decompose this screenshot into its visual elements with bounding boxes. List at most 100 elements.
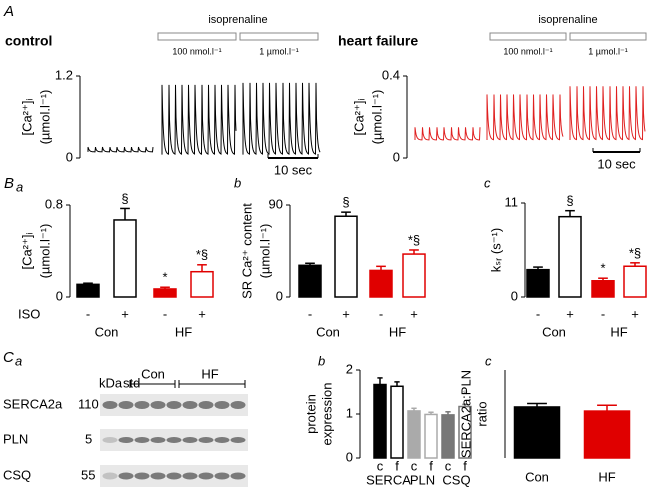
y-axis-label: (µmol.l⁻¹) [369, 90, 384, 145]
row-label: ISO [18, 306, 40, 321]
y-tick-label: 11 [505, 194, 519, 209]
blot-band [166, 401, 182, 409]
trace [161, 84, 237, 155]
blot-band [214, 401, 230, 409]
y-tick-label: 0 [346, 449, 353, 464]
dose-label: 100 nmol.l⁻¹ [503, 46, 552, 56]
panel-label: B [4, 175, 14, 192]
blot-band [150, 472, 166, 480]
y-tick-label: 0 [66, 149, 73, 164]
group-label: HF [389, 324, 406, 339]
y-tick-label: 1.2 [55, 67, 73, 82]
x-tick-label: - [308, 306, 312, 321]
significance-marker: *§ [408, 232, 420, 247]
drug-bar [569, 32, 647, 41]
trace [486, 94, 564, 141]
group-label: Con [95, 324, 119, 339]
x-tick-label: HF [598, 469, 615, 484]
significance-marker: § [121, 191, 128, 206]
y-axis-label: protein [303, 394, 318, 434]
trace-title: heart failure [338, 33, 418, 49]
panel-label: c [484, 175, 491, 190]
y-axis-label: (µmol.l⁻¹) [37, 90, 52, 145]
x-tick-label: f [463, 458, 467, 473]
blot-band [102, 401, 118, 409]
blot-band [182, 472, 198, 480]
bar [76, 283, 100, 298]
blot-band [166, 437, 182, 443]
y-axis-label: [Ca²⁺]ᵢ [19, 232, 34, 269]
y-axis-label: ratio [474, 401, 489, 426]
blot-band [134, 472, 150, 480]
y-axis-label: SERCA2a:PLN [458, 370, 473, 458]
bar [373, 383, 387, 459]
x-tick-label: f [429, 458, 433, 473]
trace-title: control [5, 33, 52, 49]
x-tick-label: - [86, 306, 90, 321]
panel-label: c [485, 353, 492, 368]
y-tick-label: 2 [346, 361, 353, 376]
bar [390, 385, 404, 459]
blot-band [214, 472, 230, 480]
panel-label: C [3, 349, 14, 366]
x-tick-label: - [379, 306, 383, 321]
group-label: PLN [410, 472, 435, 487]
y-axis-label: (µmol.l⁻¹) [257, 224, 272, 279]
blot-band [102, 437, 118, 443]
dose-label: 100 nmol.l⁻¹ [172, 46, 221, 56]
trace [414, 127, 481, 141]
blot-band [198, 437, 214, 443]
bar [458, 405, 472, 459]
blot-band [118, 401, 134, 409]
y-tick-label: 0 [56, 288, 63, 303]
blot-band [150, 437, 166, 443]
y-axis-label: kₛᵣ (s⁻¹) [488, 228, 503, 272]
y-tick-label: 0 [276, 288, 283, 303]
group-label: SERCA [366, 472, 411, 487]
y-axis-label: (µmol.l⁻¹) [37, 224, 52, 279]
bar [424, 413, 438, 459]
blot-row-label: SERCA2a [3, 396, 63, 411]
x-tick-label: c [411, 458, 418, 473]
blot-std: std [123, 375, 140, 390]
panel-label: A [3, 3, 14, 20]
x-tick-label: Con [525, 469, 549, 484]
blot-band [118, 437, 134, 443]
blot-band [118, 472, 134, 480]
x-tick-label: + [410, 306, 418, 321]
bar [298, 264, 322, 298]
drug-bar [239, 32, 319, 41]
blot-row-label: CSQ [3, 467, 31, 482]
group-label: Con [542, 324, 566, 339]
blot-band [198, 401, 214, 409]
x-tick-label: + [566, 306, 574, 321]
x-tick-label: + [121, 306, 129, 321]
blot-band [134, 401, 150, 409]
x-tick-label: - [536, 306, 540, 321]
group-label: HF [175, 324, 192, 339]
y-tick-label: 1 [346, 405, 353, 420]
significance-marker: § [342, 195, 349, 210]
significance-marker: * [600, 261, 605, 276]
x-tick-label: + [198, 306, 206, 321]
significance-marker: § [566, 193, 573, 208]
bar [369, 269, 393, 298]
x-tick-label: + [342, 306, 350, 321]
x-tick-label: - [601, 306, 605, 321]
trace [87, 146, 154, 153]
drug-label: isoprenaline [208, 14, 267, 26]
y-tick-label: 90 [269, 196, 283, 211]
y-axis-label: SR Ca²⁺ content [239, 203, 254, 299]
bar [558, 215, 582, 298]
scale-label: 10 sec [597, 156, 636, 171]
y-tick-label: 0 [393, 149, 400, 164]
blot-row-kda: 110 [78, 396, 99, 411]
bar [153, 288, 177, 298]
blot-band [214, 437, 230, 443]
blot-band [198, 472, 214, 480]
bar [190, 270, 214, 298]
significance-marker: * [462, 387, 467, 402]
y-axis-label: [Ca²⁺]ᵢ [19, 98, 34, 135]
blot-band [134, 437, 150, 443]
